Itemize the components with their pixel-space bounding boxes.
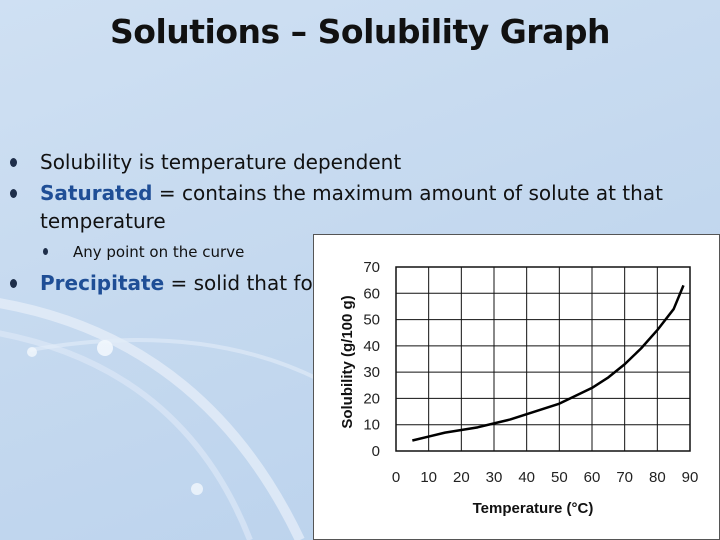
plot-area: [395, 266, 691, 452]
x-tick-label: 10: [420, 469, 437, 486]
y-tick-label: 20: [363, 390, 380, 407]
bullet-icon: [10, 158, 17, 167]
y-tick-label: 10: [363, 417, 380, 434]
x-tick-label: 70: [616, 469, 633, 486]
x-tick-label: 0: [392, 469, 400, 486]
y-tick-label: 30: [363, 364, 380, 381]
sub-bullet-1-text: Any point on the curve: [73, 243, 245, 261]
x-tick-label: 40: [518, 469, 535, 486]
bullet-2-term: Saturated: [40, 181, 153, 205]
x-axis-label: Temperature (°C): [473, 500, 594, 517]
x-tick-label: 90: [682, 469, 699, 486]
bullet-1: Solubility is temperature dependent: [40, 148, 401, 176]
x-tick-label: 60: [584, 469, 601, 486]
bullet-1-text: Solubility is temperature dependent: [40, 150, 402, 174]
y-axis-label: Solubility (g/100 g): [339, 295, 356, 428]
chart-canvas: 0 10 20 30 40 50 60 70 80 90 0 10 20 30 40 50 60 70 Temper…: [339, 259, 699, 517]
y-tick-label: 0: [372, 443, 380, 460]
bullet-2-definition: = contains the maximum amount of solute …: [152, 181, 663, 205]
sub-bullet-1: Any point on the curve: [73, 238, 244, 266]
y-tick-label: 50: [363, 312, 380, 329]
x-tick-label: 50: [551, 469, 568, 486]
bullet-2-definition-end: temperature: [40, 209, 166, 233]
solubility-chart: 0 10 20 30 40 50 60 70 80 90 0 10 20 30 40 50 60 70 Temper…: [313, 234, 720, 540]
bullet-3: Precipitate = solid that forms: [40, 269, 350, 297]
x-tick-label: 30: [486, 469, 503, 486]
x-tick-label: 20: [453, 469, 470, 486]
bullet-2: Saturated = contains the maximum amount …: [40, 179, 663, 207]
bullet-3-term: Precipitate: [40, 271, 165, 295]
sub-bullet-icon: [43, 248, 48, 255]
bullet-icon: [10, 189, 17, 198]
y-tick-label: 60: [363, 285, 380, 302]
slide-title: Solutions – Solubility Graph: [110, 12, 610, 51]
y-tick-label: 40: [363, 338, 380, 355]
bullet-icon: [10, 279, 17, 288]
x-tick-label: 80: [649, 469, 666, 486]
bullet-2-continuation: temperature: [40, 207, 166, 235]
solubility-curve: [412, 284, 685, 442]
y-tick-label: 70: [363, 259, 380, 276]
